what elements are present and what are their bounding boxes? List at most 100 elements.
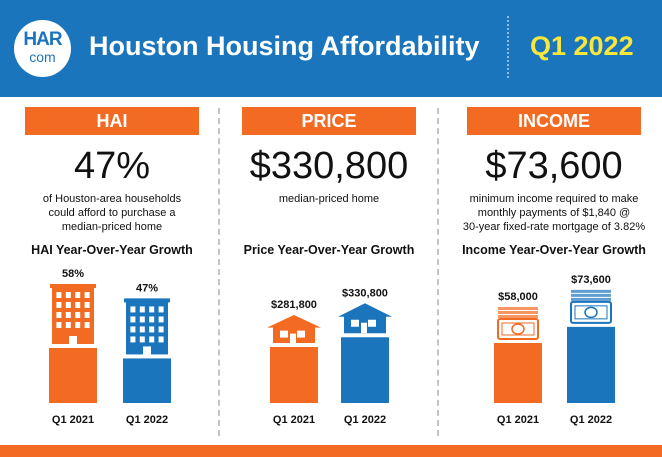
house-door: [290, 333, 296, 343]
building-window: [75, 302, 81, 308]
cash-bill-border: [501, 322, 535, 336]
category-label: Q1 2022: [570, 414, 612, 426]
house-roof: [267, 315, 321, 328]
building-icon: [124, 298, 170, 355]
hai-desc-line: could afford to purchase a: [48, 207, 176, 219]
building-window: [65, 312, 71, 318]
house-roof: [338, 303, 392, 317]
hai-value: 47%: [73, 145, 151, 187]
data-label: $58,000: [498, 291, 538, 303]
footer-bar: [0, 445, 662, 457]
category-label: Q1 2021: [273, 414, 315, 426]
data-label: $281,800: [271, 299, 317, 311]
chart-1: 58% Q1 2021 47% Q1 2022: [49, 268, 171, 426]
building-window: [130, 306, 136, 313]
building-window: [56, 312, 62, 318]
house-icon: [338, 303, 392, 334]
bar-q1-2021: [494, 343, 542, 403]
building-window: [139, 326, 145, 333]
income-chart-title: Income Year-Over-Year Growth: [462, 243, 646, 257]
building-window: [139, 306, 145, 313]
building-roof: [124, 298, 170, 303]
cash-bill-border: [574, 305, 608, 320]
building-window: [139, 316, 145, 323]
building-window: [158, 336, 164, 343]
income-value: $73,600: [485, 145, 623, 187]
price-value: $330,800: [249, 145, 409, 187]
building-window: [149, 326, 155, 333]
building-window: [84, 322, 90, 328]
cash-bill: [570, 300, 612, 324]
house-window: [368, 319, 376, 327]
cash-bill: [497, 318, 539, 340]
building-window: [65, 292, 71, 298]
building-window: [84, 312, 90, 318]
data-label: 58%: [62, 268, 84, 280]
building-window: [56, 292, 62, 298]
cash-bill-seal: [584, 306, 598, 319]
house-window: [297, 330, 305, 338]
column-divider: [218, 108, 220, 436]
hai-desc-line: of Houston-area households: [42, 193, 182, 205]
house-door: [361, 322, 367, 334]
hai-banner: HAI: [25, 107, 199, 135]
building-window: [65, 302, 71, 308]
logo-com-text: com: [29, 49, 56, 65]
har-logo[interactable]: HAR com: [14, 20, 71, 77]
cash-stack-line: [571, 293, 611, 297]
building-window: [149, 306, 155, 313]
data-label: 47%: [136, 282, 158, 294]
category-label: Q1 2022: [344, 414, 386, 426]
building-window: [130, 326, 136, 333]
cash-icon: [497, 307, 539, 340]
price-chart-title: Price Year-Over-Year Growth: [243, 243, 415, 257]
cash-stack-line: [498, 307, 538, 310]
cash-stack-line: [571, 289, 611, 293]
data-label: $330,800: [342, 287, 388, 299]
bar-q1-2021: [49, 348, 97, 403]
hai-description: of Houston-area households could afford …: [15, 192, 209, 234]
bar-q1-2022: [123, 358, 171, 403]
house-window: [280, 330, 288, 338]
building-window: [130, 336, 136, 343]
quarter-label: Q1 2022: [530, 31, 634, 61]
building-icon: [50, 284, 96, 344]
building-window: [139, 336, 145, 343]
price-desc-line: median-priced home: [278, 193, 380, 205]
building-window: [158, 326, 164, 333]
chart-3: $58,000 Q1 2021 $73,600 Q1 2022: [494, 274, 615, 426]
building-door: [143, 346, 151, 355]
building-window: [56, 302, 62, 308]
building-door: [69, 336, 77, 344]
building-window: [75, 312, 81, 318]
category-label: Q1 2022: [126, 414, 168, 426]
hai-desc-line: median-priced home: [61, 221, 163, 233]
building-roof: [50, 284, 96, 288]
category-label: Q1 2021: [52, 414, 94, 426]
income-banner: INCOME: [467, 107, 641, 135]
building-window: [158, 316, 164, 323]
building-window: [65, 322, 71, 328]
building-window: [158, 306, 164, 313]
price-banner: PRICE: [242, 107, 416, 135]
bar-q1-2021: [270, 347, 318, 403]
logo-har-text: HAR: [23, 29, 62, 50]
hai-chart-title: HAI Year-Over-Year Growth: [31, 243, 193, 257]
bar-q1-2022: [567, 326, 615, 403]
house-window: [351, 319, 359, 327]
building-window: [149, 316, 155, 323]
page-title: Houston Housing Affordability: [89, 31, 480, 61]
building-window: [84, 302, 90, 308]
price-description: median-priced home: [232, 192, 426, 206]
income-desc-line: minimum income required to make: [469, 193, 639, 205]
cash-stack-line: [498, 311, 538, 314]
income-desc-line: 30-year fixed-rate mortgage of 3.82%: [462, 221, 646, 233]
cash-icon: [570, 289, 612, 324]
header-divider: [507, 16, 509, 78]
column-divider: [437, 108, 439, 436]
header-bar: HAR com Houston Housing Affordability Q1…: [0, 0, 662, 97]
building-window: [75, 292, 81, 298]
building-window: [149, 336, 155, 343]
income-description: minimum income required to make monthly …: [448, 192, 660, 234]
